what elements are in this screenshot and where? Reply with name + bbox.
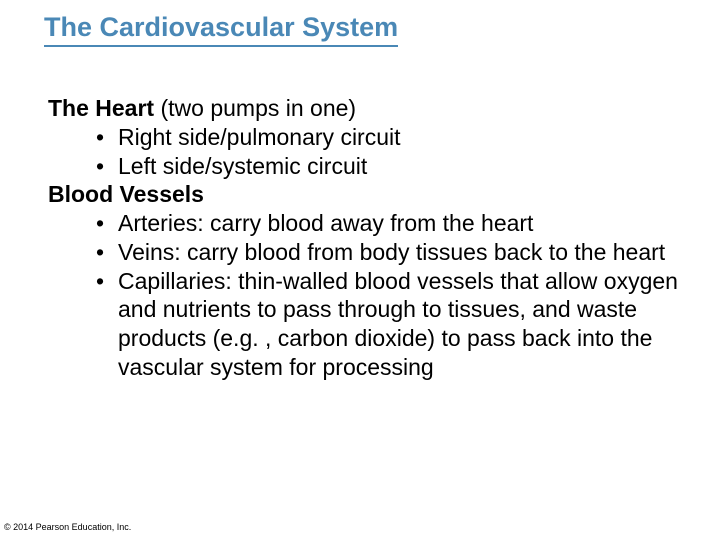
- copyright-text: © 2014 Pearson Education, Inc.: [4, 522, 131, 532]
- slide: The Cardiovascular System The Heart (two…: [0, 0, 720, 540]
- list-item: Arteries: carry blood away from the hear…: [96, 209, 678, 238]
- bullet-list-heart: Right side/pulmonary circuit Left side/s…: [96, 123, 678, 181]
- list-item: Left side/systemic circuit: [96, 152, 678, 181]
- section-heading-heart-rest: (two pumps in one): [154, 95, 356, 121]
- list-item: Veins: carry blood from body tissues bac…: [96, 238, 678, 267]
- bullet-list-vessels: Arteries: carry blood away from the hear…: [96, 209, 678, 382]
- section-heading-heart-bold: The Heart: [48, 95, 154, 121]
- section-heading-vessels-bold: Blood Vessels: [48, 181, 204, 207]
- slide-content: The Heart (two pumps in one) Right side/…: [48, 94, 678, 382]
- slide-title: The Cardiovascular System: [44, 12, 398, 47]
- list-item: Capillaries: thin-walled blood vessels t…: [96, 267, 678, 382]
- list-item: Right side/pulmonary circuit: [96, 123, 678, 152]
- section-heading-heart: The Heart (two pumps in one): [48, 94, 678, 123]
- section-heading-vessels: Blood Vessels: [48, 180, 678, 209]
